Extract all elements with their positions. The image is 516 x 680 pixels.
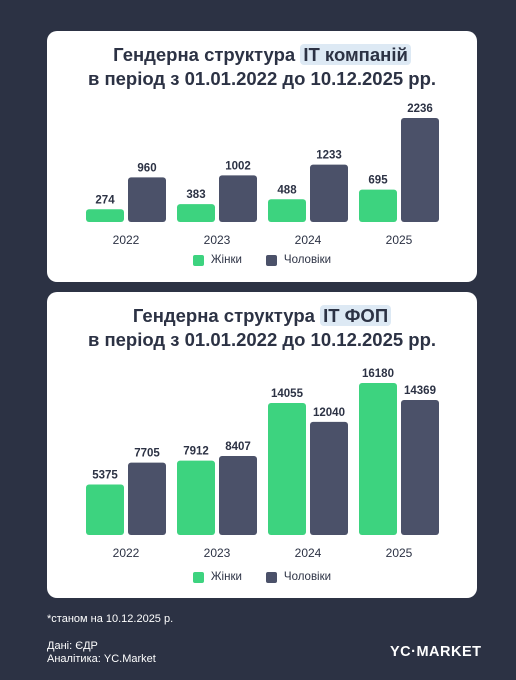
bar-men: [128, 462, 166, 535]
data-label: 5375: [92, 470, 118, 482]
legend-label-men: Чоловіки: [283, 571, 332, 583]
data-label: 14369: [404, 385, 436, 397]
chart-title: Гендерна структура IT компаній в період …: [47, 43, 477, 91]
data-label: 1233: [316, 150, 342, 162]
chart-title: Гендерна структура IT ФОП в період з 01.…: [47, 304, 477, 352]
bar-men: [219, 175, 257, 222]
chart-title-period: в період з 01.01.2022 до 10.12.2025 рр.: [87, 329, 437, 350]
chart-title-highlight: IT ФОП: [320, 305, 392, 326]
legend-swatch-men: [265, 254, 277, 266]
data-label: 14055: [271, 388, 304, 400]
analytics-credit: Аналітика: YC.Market: [47, 653, 156, 665]
data-label: 7705: [134, 448, 160, 460]
data-label: 383: [186, 189, 205, 201]
legend-item-men: Чоловіки: [265, 571, 332, 583]
bar-women: [177, 204, 215, 222]
footnote: *станом на 10.12.2025 р.: [47, 613, 174, 625]
category-label: 2024: [295, 546, 322, 560]
data-source: Дані: ЄДР: [47, 640, 98, 652]
data-label: 8407: [225, 441, 251, 453]
data-label: 7912: [183, 446, 209, 458]
data-label: 274: [95, 194, 115, 206]
legend-label-women: Жінки: [210, 254, 242, 266]
yc-market-logo: YC·MARKET: [390, 644, 482, 660]
data-label: 16180: [362, 368, 394, 380]
bar-women: [359, 189, 397, 222]
category-label: 2022: [113, 233, 140, 247]
fop-chart-card: Гендерна структура IT ФОП в період з 01.…: [47, 292, 477, 598]
bar-women: [359, 383, 397, 535]
legend-label-men: Чоловіки: [283, 254, 332, 266]
bar-women: [268, 402, 306, 535]
legend-swatch-women: [192, 571, 204, 583]
data-label: 695: [368, 175, 388, 187]
bar-men: [128, 177, 166, 222]
chart-title-prefix: Гендерна структура: [132, 305, 321, 326]
chart-title-period: в період з 01.01.2022 до 10.12.2025 рр.: [87, 68, 437, 89]
bar-men: [310, 164, 348, 222]
bar-women: [177, 460, 215, 535]
chart-title-prefix: Гендерна структура: [113, 44, 301, 65]
bar-women: [86, 209, 124, 222]
chart-legend: Жінки Чоловіки: [47, 254, 477, 266]
legend-swatch-men: [265, 571, 277, 583]
data-label: 12040: [313, 407, 345, 419]
companies-chart-card: Гендерна структура IT компаній в період …: [47, 31, 477, 282]
data-label: 488: [277, 184, 297, 196]
data-label: 960: [137, 162, 156, 174]
category-label: 2025: [386, 546, 413, 560]
category-label: 2025: [386, 233, 413, 247]
category-label: 2023: [204, 233, 231, 247]
legend-label-women: Жінки: [210, 571, 242, 583]
legend-swatch-women: [192, 254, 204, 266]
data-label: 1002: [225, 160, 251, 172]
category-label: 2023: [204, 546, 231, 560]
category-label: 2022: [113, 546, 140, 560]
legend-item-women: Жінки: [192, 254, 242, 266]
bar-men: [219, 456, 257, 535]
chart-legend: Жінки Чоловіки: [47, 571, 477, 583]
bar-women: [268, 199, 306, 222]
legend-item-women: Жінки: [192, 571, 242, 583]
bar-men: [310, 421, 348, 535]
fop-bar-chart: 5375 7705 2022 7912 8407 2023 14055 12040 2024 16…: [86, 368, 439, 560]
source-block: Дані: ЄДР Аналітика: YC.Market: [47, 640, 156, 666]
bar-women: [86, 484, 124, 535]
category-label: 2024: [295, 233, 322, 247]
legend-item-men: Чоловіки: [265, 254, 332, 266]
data-label: 2236: [407, 103, 433, 115]
chart-title-highlight: IT компаній: [300, 44, 411, 65]
bar-men: [401, 400, 439, 535]
bar-men: [401, 118, 439, 222]
companies-bar-chart: 274 960 2022 383 1002 2023 488 1233 2024 695 2236 2…: [86, 103, 439, 247]
